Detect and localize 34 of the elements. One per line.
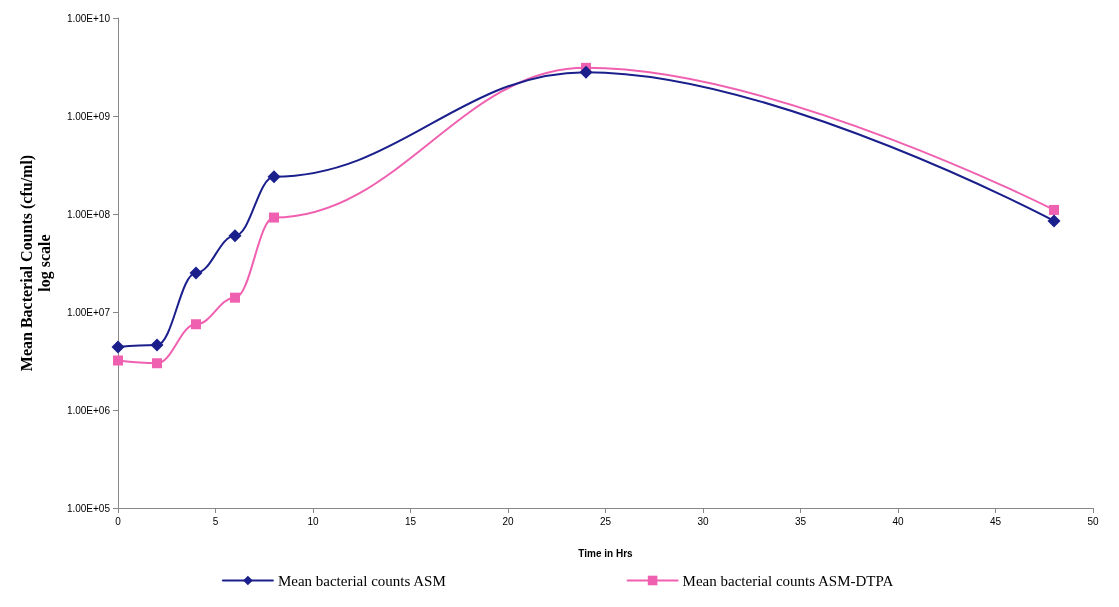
x-tick-label: 15 — [404, 515, 417, 527]
point — [189, 266, 203, 280]
point — [152, 358, 162, 369]
x-tick-label: 45 — [989, 515, 1002, 527]
y-tick-label: 1.00E+05 — [66, 502, 111, 514]
y-tick-label: 1.00E+10 — [66, 12, 111, 24]
point — [230, 292, 240, 303]
point — [269, 212, 279, 223]
legend-label: Mean bacterial counts ASM-DTPA — [682, 572, 894, 589]
x-tick-label: 35 — [794, 515, 807, 527]
point — [111, 340, 125, 354]
x-tick-label: 40 — [892, 515, 904, 527]
y-axis-title: Mean Bacterial Counts (cfu/ml) log scale — [17, 154, 54, 372]
legend-label: Mean bacterial counts ASM — [277, 572, 446, 589]
y-tick-label: 1.00E+07 — [66, 306, 111, 318]
x-tick-label: 30 — [697, 515, 709, 527]
x-tick-label: 0 — [115, 515, 122, 527]
x-tick-label: 5 — [212, 515, 219, 527]
point — [191, 319, 201, 330]
point — [150, 338, 164, 352]
x-tick-label: 50 — [1087, 515, 1099, 527]
x-tick-label: 25 — [599, 515, 612, 527]
x-tick-label: 20 — [502, 515, 514, 527]
x-tick-label: 10 — [307, 515, 319, 527]
point — [228, 229, 242, 243]
y-tick-label: 1.00E+06 — [66, 404, 111, 416]
x-axis-title: Time in Hrs — [578, 547, 634, 559]
point — [579, 65, 593, 79]
point — [1049, 204, 1059, 215]
point — [267, 170, 281, 184]
point — [113, 355, 123, 366]
y-tick-label: 1.00E+08 — [66, 208, 111, 220]
point — [1047, 214, 1061, 228]
y-tick-label: 1.00E+09 — [66, 110, 111, 122]
